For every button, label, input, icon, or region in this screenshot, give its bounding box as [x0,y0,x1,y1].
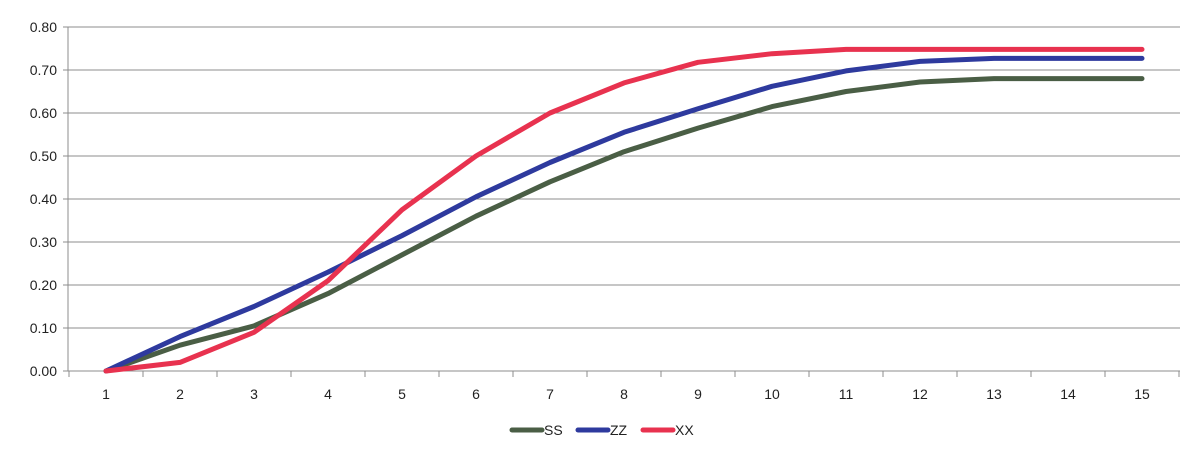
y-tick-label: 0.10 [30,320,57,336]
y-axis-ticks: 0.00 0.10 0.20 0.30 0.40 0.50 0.60 0.70 0.80 [30,19,68,379]
x-tick-label: 10 [764,386,780,402]
y-tick-label: 0.70 [30,62,57,78]
x-tick-label: 15 [1134,386,1150,402]
x-tick-label: 11 [839,386,854,402]
axes [67,27,1180,372]
y-tick-label: 0.50 [30,148,57,164]
x-tick-label: 14 [1060,386,1076,402]
x-tick-label: 8 [620,386,628,402]
x-tick-label: 13 [986,386,1002,402]
x-tick-label: 1 [102,386,110,402]
series-line-xx [103,46,1145,374]
series-lines [103,46,1145,374]
legend-label-xx: XX [675,422,694,438]
y-tick-label: 0.40 [30,191,57,207]
x-tick-label: 4 [324,386,332,402]
y-tick-label: 0.80 [30,19,57,35]
legend-label-zz: ZZ [610,422,628,438]
y-tick-label: 0.30 [30,234,57,250]
x-tick-label: 3 [250,386,258,402]
legend-label-ss: SS [544,422,563,438]
x-tick-label: 12 [912,386,928,402]
x-axis-ticks: 1 2 3 4 5 6 7 8 9 10 11 12 13 14 15 [68,371,1180,402]
series-line-zz [103,55,1145,374]
y-tick-label: 0.20 [30,277,57,293]
x-tick-label: 7 [546,386,554,402]
x-tick-label: 2 [176,386,184,402]
gridlines [68,26,1180,329]
x-tick-label: 9 [694,386,702,402]
x-tick-label: 6 [472,386,480,402]
legend: SS ZZ XX [509,422,694,438]
y-tick-label: 0.00 [30,363,57,379]
x-tick-label: 5 [398,386,406,402]
y-tick-label: 0.60 [30,105,57,121]
